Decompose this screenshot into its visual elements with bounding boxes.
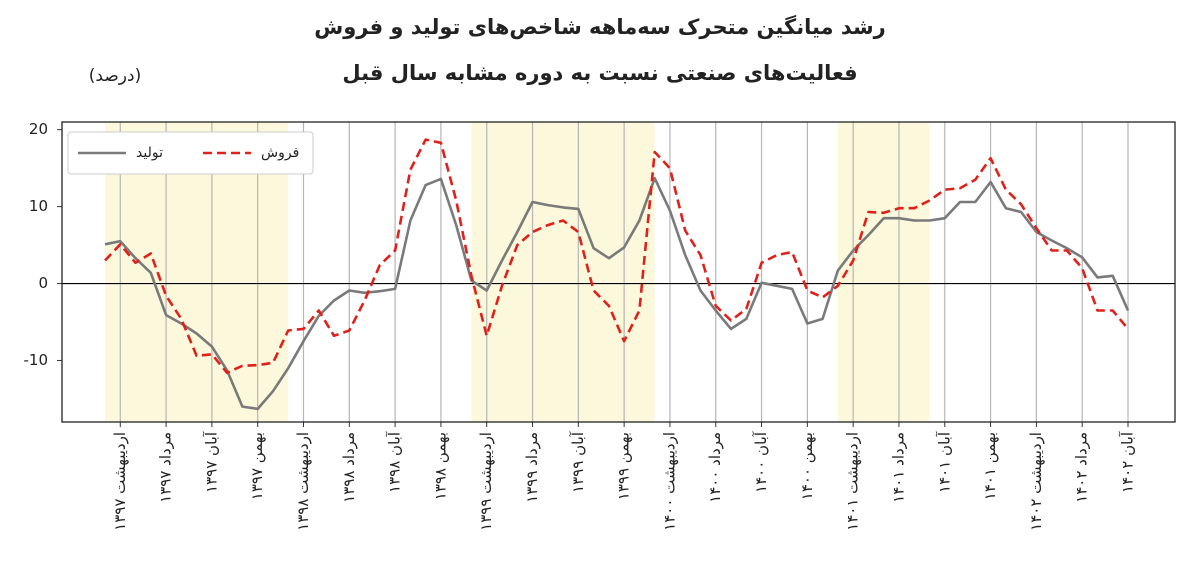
legend-label: فروش	[261, 145, 299, 161]
year-band	[471, 122, 655, 422]
x-tick-label: مرداد ۱۴۰۱	[889, 432, 907, 503]
x-tick-label: مرداد ۱۴۰۲	[1073, 432, 1091, 503]
series-line	[104, 176, 1130, 411]
x-tick-label: آبان ۱۳۹۷	[202, 431, 220, 493]
chart-subtitle: فعالیت‌های صنعتی نسبت به دوره مشابه سال …	[342, 61, 857, 85]
x-tick-label: بهمن ۱۳۹۸	[431, 432, 449, 500]
y-tick-label: -10	[24, 351, 49, 369]
x-tick-label: بهمن ۱۴۰۱	[981, 432, 999, 500]
x-tick-label: اردیبهشت ۱۳۹۹	[477, 432, 495, 531]
x-tick-label: اردیبهشت ۱۳۹۸	[294, 432, 312, 531]
series-line	[104, 138, 1129, 375]
x-tick-label: آبان ۱۳۹۸	[386, 431, 404, 493]
x-tick-label: آبان ۱۴۰۰	[752, 431, 770, 493]
x-tick-label: مرداد ۱۴۰۰	[706, 432, 724, 503]
plot-frame	[61, 121, 1176, 423]
x-tick-label: آبان ۱۴۰۱	[935, 431, 953, 493]
x-tick-label: مرداد ۱۳۹۹	[523, 432, 541, 503]
x-tick-label: مرداد ۱۳۹۸	[340, 432, 358, 503]
x-tick-label: آبان ۱۴۰۲	[1119, 431, 1137, 493]
x-tick-label: بهمن ۱۳۹۷	[248, 432, 266, 500]
x-tick-label: اردیبهشت ۱۳۹۷	[111, 432, 129, 531]
y-tick-label: 10	[29, 197, 48, 215]
legend-label: تولید	[136, 145, 163, 161]
x-tick-label: اردیبهشت ۱۴۰۲	[1027, 432, 1045, 531]
x-tick-label: آبان ۱۳۹۹	[569, 431, 587, 493]
y-axis-label: (درصد)	[89, 66, 141, 86]
year-band	[837, 122, 930, 422]
y-tick-label: 20	[29, 120, 48, 138]
x-tick-label: بهمن ۱۴۰۰	[798, 432, 816, 500]
x-tick-label: اردیبهشت ۱۴۰۱	[844, 432, 862, 531]
chart-title: رشد میانگین متحرک سه‌ماهه شاخص‌های تولید…	[314, 14, 885, 39]
y-tick-label: 0	[38, 274, 48, 292]
x-tick-label: بهمن ۱۳۹۹	[615, 432, 633, 500]
x-tick-label: مرداد ۱۳۹۷	[157, 432, 175, 503]
x-tick-label: اردیبهشت ۱۴۰۰	[660, 432, 678, 531]
legend-box	[67, 131, 314, 175]
